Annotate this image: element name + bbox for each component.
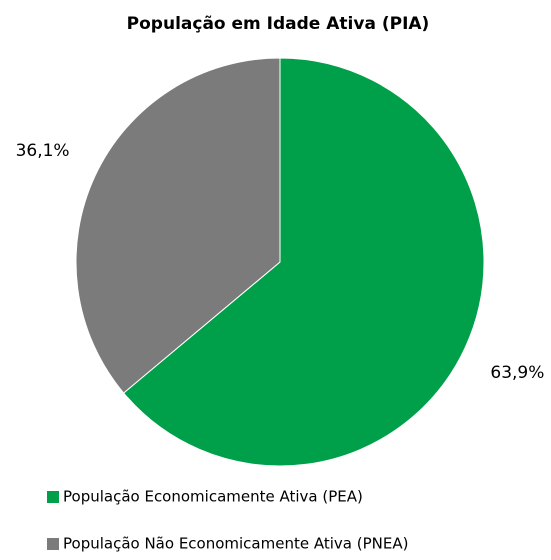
- legend-swatch: [47, 491, 59, 503]
- chart-title: População em Idade Ativa (PIA): [127, 14, 430, 34]
- pie-slice: [75, 57, 281, 394]
- legend-label: População Economicamente Ativa (PEA): [63, 488, 363, 506]
- legend-label: População Não Economicamente Ativa (PNEA…: [63, 535, 408, 553]
- pie-slice: [122, 57, 485, 467]
- legend-swatch: [47, 538, 59, 550]
- data-label: 63,9%: [490, 363, 544, 383]
- data-label: 36,1%: [16, 141, 70, 161]
